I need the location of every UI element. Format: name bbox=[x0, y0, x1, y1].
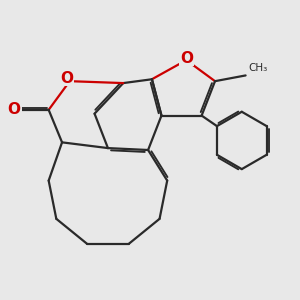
Text: O: O bbox=[8, 102, 21, 117]
Text: CH₃: CH₃ bbox=[249, 63, 268, 73]
Text: O: O bbox=[180, 51, 193, 66]
Text: O: O bbox=[60, 70, 73, 86]
